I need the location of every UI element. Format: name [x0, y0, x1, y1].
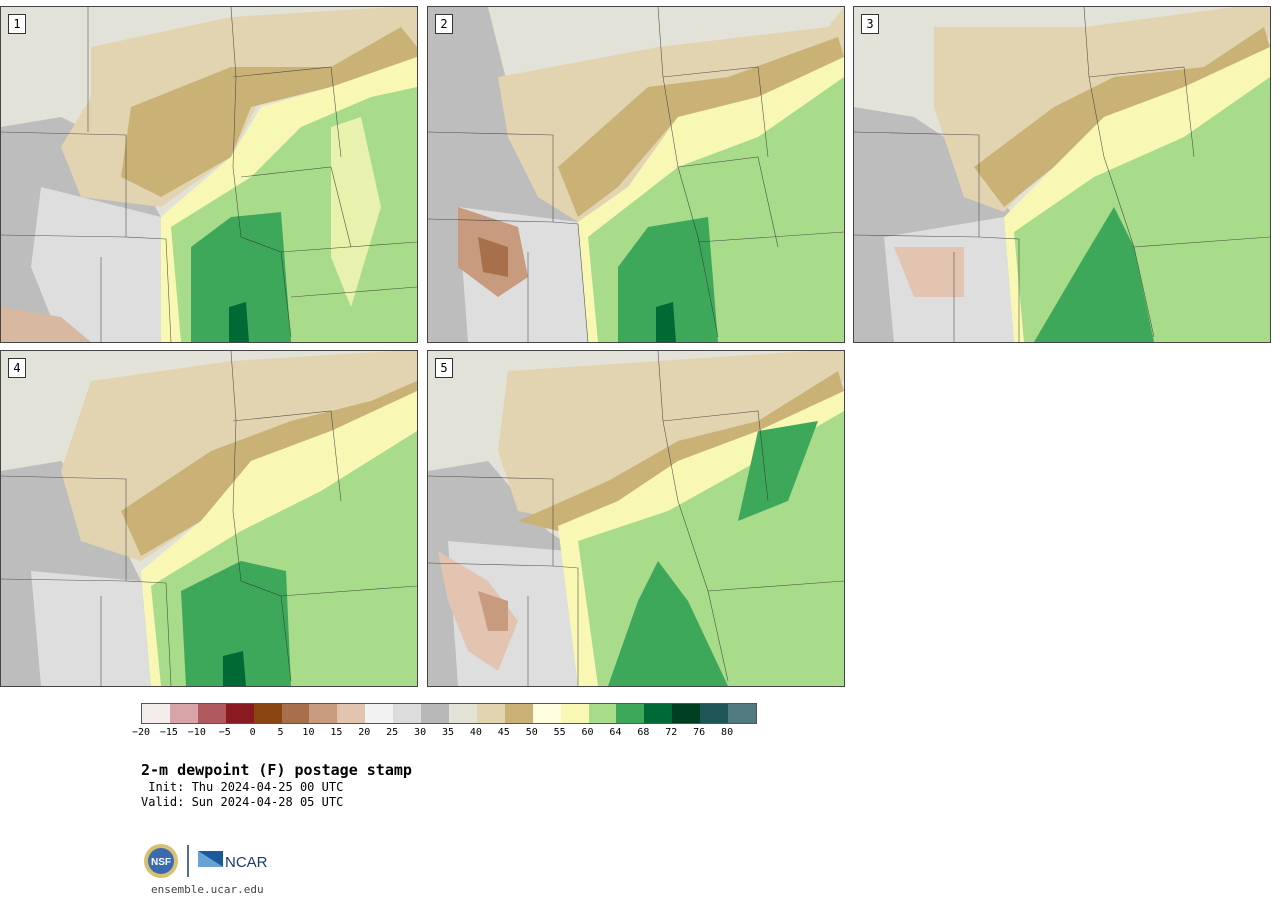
dewpoint-map-2 — [428, 7, 844, 342]
nsf-logo-icon: NSF — [144, 844, 178, 878]
panel-label: 3 — [861, 14, 879, 34]
colorbar-tick-label: −20 — [131, 727, 151, 738]
colorbar-swatch — [532, 704, 561, 723]
colorbar-tick-label: −10 — [187, 727, 206, 738]
colorbar-tick-label: −5 — [218, 727, 231, 738]
colorbar-tick-label: −15 — [159, 727, 178, 738]
colorbar-tick-label: 60 — [581, 727, 594, 738]
colorbar-tick-label: 0 — [249, 727, 256, 738]
colorbar-swatch — [448, 704, 477, 723]
map-panel-4: 4 — [0, 350, 418, 687]
footer-url[interactable]: ensemble.ucar.edu — [151, 883, 264, 896]
colorbar-swatch — [672, 704, 701, 723]
colorbar-swatch — [393, 704, 422, 723]
colorbar-tick-label: 68 — [637, 727, 650, 738]
colorbar-swatch — [142, 704, 170, 723]
colorbar-swatch — [309, 704, 338, 723]
map-panel-3: 3 — [853, 6, 1271, 343]
colorbar-swatch — [728, 704, 756, 723]
colorbar-swatch — [504, 704, 533, 723]
colorbar-tick-label: 64 — [609, 727, 622, 738]
dewpoint-map-1 — [1, 7, 417, 342]
svg-text:NCAR: NCAR — [225, 854, 268, 871]
map-panel-1: 1 — [0, 6, 418, 343]
colorbar-swatch — [169, 704, 198, 723]
colorbar-ticks: −20 −15 −10 −5 0 5 10 15 20 25 30 35 40 45 50 55 60 64 68 7… — [132, 727, 755, 741]
map-panel-2: 2 — [427, 6, 845, 343]
colorbar-swatch — [700, 704, 729, 723]
dewpoint-map-5 — [428, 351, 844, 686]
colorbar-tick-label: 10 — [302, 727, 315, 738]
colorbar-tick-label: 15 — [330, 727, 343, 738]
colorbar-swatch — [281, 704, 310, 723]
colorbar-swatch — [616, 704, 645, 723]
colorbar-tick-label: 5 — [277, 727, 284, 738]
dewpoint-map-4 — [1, 351, 417, 686]
colorbar-swatch — [197, 704, 226, 723]
colorbar-swatch — [421, 704, 449, 723]
colorbar-swatch — [476, 704, 505, 723]
colorbar-swatch — [644, 704, 673, 723]
colorbar-tick-label: 40 — [469, 727, 482, 738]
colorbar-tick-label: 45 — [497, 727, 510, 738]
nsf-ncar-logos: NSF NCAR — [144, 844, 268, 878]
colorbar-swatch — [365, 704, 394, 723]
map-panel-5: 5 — [427, 350, 845, 687]
colorbar-tick-label: 72 — [665, 727, 678, 738]
colorbar-swatch — [337, 704, 366, 723]
colorbar-tick-label: 20 — [358, 727, 371, 738]
panel-label: 4 — [8, 358, 26, 378]
colorbar-legend — [141, 703, 757, 724]
panel-label: 1 — [8, 14, 26, 34]
colorbar-swatch — [253, 704, 282, 723]
colorbar-swatch — [560, 704, 589, 723]
colorbar-swatch — [225, 704, 254, 723]
colorbar-tick-label: 80 — [721, 727, 734, 738]
colorbar-tick-label: 50 — [525, 727, 538, 738]
dewpoint-map-3 — [854, 7, 1270, 342]
panel-label: 5 — [435, 358, 453, 378]
colorbar-tick-label: 25 — [386, 727, 399, 738]
ncar-logo-icon: NCAR — [198, 851, 268, 871]
colorbar-swatch — [588, 704, 617, 723]
colorbar-tick-label: 76 — [693, 727, 706, 738]
figure-title: 2-m dewpoint (F) postage stamp — [141, 761, 412, 779]
colorbar-tick-label: 35 — [441, 727, 455, 738]
svg-text:NSF: NSF — [151, 857, 171, 868]
init-time: Init: Thu 2024-04-25 00 UTC — [141, 780, 344, 794]
panel-label: 2 — [435, 14, 453, 34]
colorbar-tick-label: 55 — [553, 727, 566, 738]
valid-time: Valid: Sun 2024-04-28 05 UTC — [141, 795, 344, 809]
colorbar-tick-label: 30 — [414, 727, 427, 738]
